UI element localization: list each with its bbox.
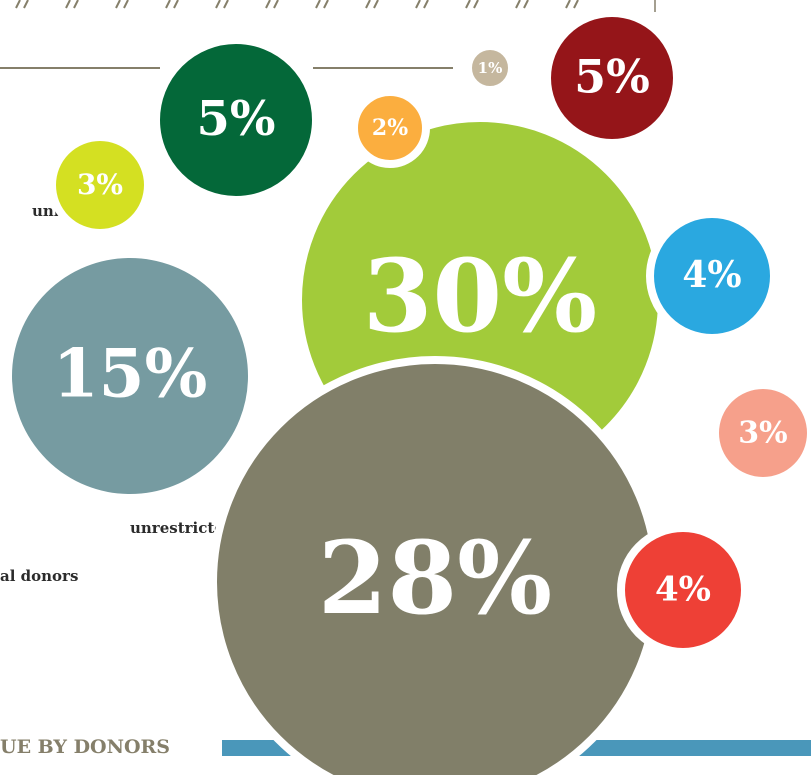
bubble-label: 30% bbox=[363, 237, 597, 355]
bubble bbox=[646, 210, 778, 342]
bubble bbox=[617, 524, 749, 656]
bubble bbox=[4, 250, 256, 502]
bubble-label: 4% bbox=[655, 570, 711, 610]
bubble-label: 15% bbox=[53, 334, 208, 412]
bubble bbox=[152, 36, 320, 204]
bubble-label: 28% bbox=[318, 519, 552, 637]
bubble bbox=[350, 88, 430, 168]
bubble bbox=[464, 42, 516, 94]
section-heading: UE BY DONORS bbox=[0, 736, 170, 758]
note: unrestricted bbox=[130, 519, 235, 537]
bubble bbox=[48, 133, 152, 237]
bubble-label: 4% bbox=[682, 254, 741, 296]
bubble bbox=[543, 9, 681, 147]
bubble bbox=[711, 381, 811, 485]
bubble-label: 3% bbox=[738, 416, 787, 451]
bubble-label: 3% bbox=[77, 168, 123, 201]
bubble-label: 5% bbox=[574, 49, 650, 103]
bubble-label: 1% bbox=[478, 59, 503, 77]
note: al donors bbox=[0, 567, 78, 585]
bubble-label: 5% bbox=[196, 91, 275, 147]
bubble-label: 2% bbox=[372, 115, 408, 141]
